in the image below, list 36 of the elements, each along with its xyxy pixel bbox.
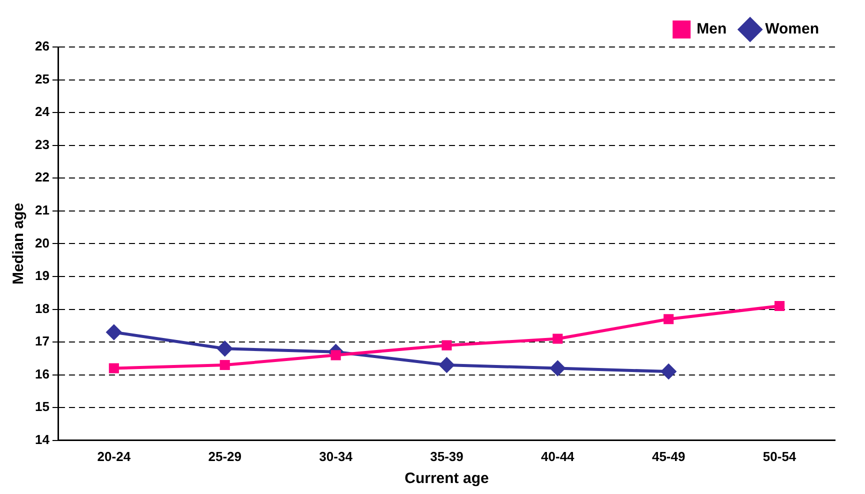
- point: [442, 340, 452, 350]
- y-tick-label: 26: [34, 38, 50, 54]
- legend-label: Women: [765, 20, 820, 38]
- y-tick-label: 17: [34, 334, 50, 349]
- y-tick-label: 25: [34, 71, 50, 86]
- y-axis-title: Median age: [10, 202, 28, 285]
- y-tick-label: 22: [34, 170, 50, 185]
- y-tick-label: 16: [34, 366, 50, 382]
- point: [664, 314, 674, 324]
- point: [108, 363, 119, 374]
- point: [330, 350, 341, 360]
- x-axis-title: Current age: [404, 470, 489, 488]
- x-tick-label: 30-34: [319, 448, 354, 464]
- x-tick-label: 25-29: [208, 448, 242, 464]
- x-tick-label: 40-44: [541, 448, 576, 464]
- legend-label: Men: [696, 20, 727, 38]
- point: [439, 358, 454, 372]
- y-tick-label: 21: [34, 202, 50, 218]
- y-tick-label: 18: [34, 300, 50, 316]
- x-tick-label: 45-49: [652, 448, 686, 464]
- point: [661, 364, 676, 380]
- x-tick-label: 50-54: [762, 448, 797, 464]
- point: [552, 334, 563, 344]
- point: [550, 360, 566, 376]
- y-tick-label: 15: [34, 399, 50, 414]
- point: [217, 341, 232, 356]
- y-tick-label: 14: [34, 432, 50, 447]
- point: [774, 300, 785, 312]
- point: [220, 360, 230, 370]
- x-tick-label: 35-39: [430, 448, 464, 464]
- y-tick-label: 19: [34, 268, 50, 284]
- y-tick-label: 23: [34, 136, 50, 152]
- y-tick-label: 24: [34, 104, 50, 120]
- y-tick-label: 20: [34, 235, 50, 250]
- point: [106, 324, 122, 340]
- x-tick-label: 20-24: [97, 448, 132, 464]
